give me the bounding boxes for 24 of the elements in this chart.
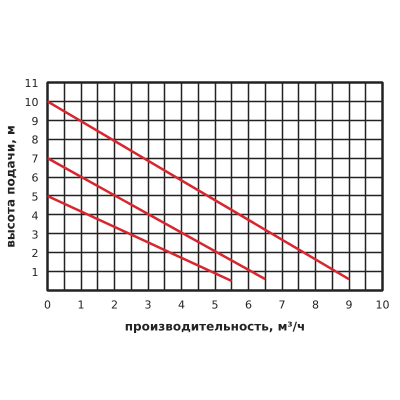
- y-tick-label: 5: [32, 190, 38, 204]
- x-tick-label: 5: [212, 298, 218, 312]
- y-tick-label: 7: [32, 152, 38, 166]
- x-tick-label: 3: [144, 298, 152, 312]
- y-tick-label: 8: [32, 134, 38, 147]
- y-axis-title: высота подачи, м: [4, 125, 18, 248]
- y-tick-label: 2: [32, 247, 38, 260]
- x-tick-label: 0: [44, 298, 51, 312]
- x-tick-label: 1: [78, 298, 84, 312]
- y-tick-label: 9: [32, 114, 38, 128]
- y-tick-label: 4: [32, 209, 38, 222]
- y-tick-label: 3: [32, 228, 38, 242]
- x-tick-label: 8: [312, 298, 319, 312]
- y-tick-label: 1: [32, 266, 38, 280]
- y-tick-label: 10: [24, 96, 39, 109]
- x-tick-label: 9: [346, 298, 352, 312]
- x-tick-label: 7: [278, 298, 286, 312]
- x-tick-label: 10: [376, 298, 390, 312]
- x-tick-label: 4: [178, 298, 185, 312]
- x-axis-title: производительность, м³/ч: [124, 320, 306, 334]
- y-tick-label: 6: [32, 172, 38, 185]
- y-tick-label: 11: [24, 77, 39, 90]
- x-tick-label: 2: [111, 298, 118, 312]
- x-tick-label: 6: [245, 298, 252, 312]
